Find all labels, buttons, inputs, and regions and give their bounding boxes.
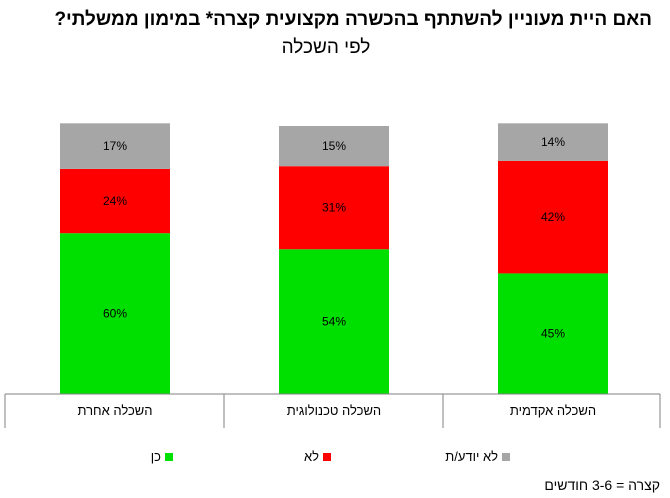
data-label-2-2: 14% <box>541 135 565 149</box>
data-label-1-1: 31% <box>322 201 346 215</box>
bar-segment-0-2 <box>498 273 608 394</box>
data-label-0-1: 54% <box>322 315 346 329</box>
data-label-2-1: 15% <box>322 139 346 153</box>
bar-segment-0-0 <box>60 233 170 394</box>
data-label-1-0: 24% <box>103 194 127 208</box>
legend-swatch-1 <box>323 453 331 461</box>
bar-segment-0-1 <box>279 249 389 394</box>
bar-segment-2-2 <box>498 123 608 161</box>
bar-segment-1-2 <box>498 160 608 274</box>
chart-subtitle: לפי השכלה <box>281 37 371 58</box>
chart-title: האם היית מעוניין להשתתף בהכשרה מקצועית ק… <box>54 9 652 30</box>
bar-segment-2-1 <box>279 126 389 167</box>
data-label-2-0: 17% <box>103 139 127 153</box>
footnote: קצרה = 3-6 חודשים <box>544 477 660 493</box>
bar-segment-2-0 <box>60 123 170 169</box>
legend-label-2: לא יודע/ת <box>445 449 498 464</box>
bar-segment-1-0 <box>60 168 170 234</box>
data-label-0-0: 60% <box>103 307 127 321</box>
legend-swatch-2 <box>502 453 510 461</box>
legend-label-0: כן <box>151 449 161 464</box>
category-label-1: השכלה טכנולוגית <box>287 403 381 418</box>
data-label-0-2: 45% <box>541 327 565 341</box>
legend-swatch-0 <box>165 453 173 461</box>
bar-segment-1-1 <box>279 166 389 250</box>
legend-label-1: לא <box>304 449 319 464</box>
category-label-0: השכלה אחרת <box>77 403 152 418</box>
data-label-1-2: 42% <box>541 210 565 224</box>
category-label-2: השכלה אקדמית <box>510 403 596 418</box>
